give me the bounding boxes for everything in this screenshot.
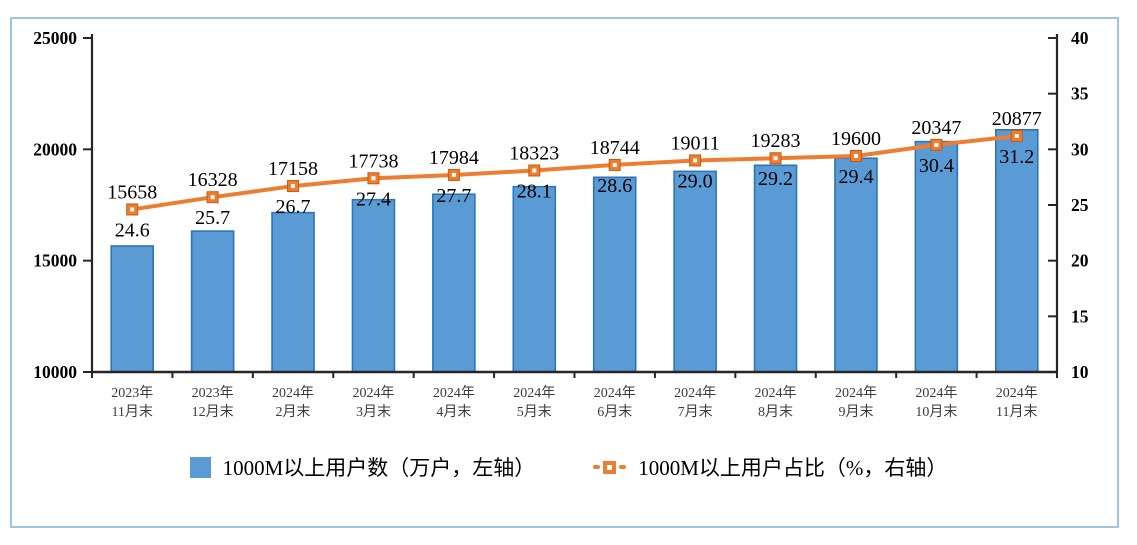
x-category-label-line2: 10月末 bbox=[915, 404, 957, 420]
bar bbox=[271, 211, 315, 373]
legend-item-users: 1000M以上用户数（万户，左轴） bbox=[189, 452, 536, 482]
bar bbox=[753, 164, 798, 373]
line-value-label: 27.7 bbox=[436, 185, 471, 207]
x-category-label-line2: 4月末 bbox=[436, 404, 471, 420]
x-category-label-line1: 2024年 bbox=[915, 385, 957, 401]
x-category-label-line2: 9月末 bbox=[838, 404, 873, 420]
left-axis-tick-label: 25000 bbox=[33, 28, 77, 48]
bar bbox=[351, 198, 396, 373]
line-marker-core bbox=[612, 162, 617, 167]
bar-value-label: 20877 bbox=[992, 108, 1042, 130]
x-category-label-line1: 2024年 bbox=[594, 385, 636, 401]
x-category-label-line2: 7月末 bbox=[678, 404, 713, 420]
line-value-label: 24.6 bbox=[115, 219, 150, 241]
bar-value-label: 17158 bbox=[268, 158, 318, 180]
line-value-label: 29.2 bbox=[758, 168, 793, 190]
line-value-label: 25.7 bbox=[195, 207, 230, 229]
line-value-label: 26.7 bbox=[276, 196, 311, 218]
right-axis-tick-label: 30 bbox=[1071, 139, 1089, 159]
x-category-label-line1: 2023年 bbox=[192, 385, 234, 401]
x-category-label-line2: 11月末 bbox=[996, 404, 1037, 420]
line-marker-core bbox=[693, 158, 698, 163]
bar-value-label: 15658 bbox=[107, 181, 157, 203]
x-category-label-line1: 2024年 bbox=[272, 385, 314, 401]
line-value-label: 28.6 bbox=[597, 175, 632, 197]
line-marker-core bbox=[934, 142, 939, 147]
bar bbox=[432, 193, 476, 373]
x-category-label-line1: 2024年 bbox=[513, 385, 555, 401]
x-category-label-line1: 2024年 bbox=[352, 385, 394, 401]
line-marker-core bbox=[130, 207, 135, 212]
bar-series-swatch-icon bbox=[189, 456, 211, 478]
bar-value-label: 18323 bbox=[509, 142, 559, 164]
right-axis-tick-label: 25 bbox=[1071, 195, 1089, 215]
x-category-label-line1: 2024年 bbox=[433, 385, 475, 401]
x-category-label-line2: 3月末 bbox=[356, 404, 391, 420]
line-value-label: 29.4 bbox=[838, 166, 873, 188]
left-axis-tick-label: 10000 bbox=[33, 362, 77, 382]
x-category-label-line2: 11月末 bbox=[111, 404, 152, 420]
left-axis-tick-label: 20000 bbox=[33, 139, 77, 159]
x-category-label-line1: 2024年 bbox=[755, 385, 797, 401]
x-category-label-line2: 12月末 bbox=[192, 404, 234, 420]
line-marker-core bbox=[853, 154, 858, 159]
x-category-label-line1: 2023年 bbox=[111, 385, 153, 401]
right-axis-tick-label: 40 bbox=[1071, 28, 1089, 48]
line-marker-core bbox=[773, 156, 778, 161]
line-marker-core bbox=[1014, 133, 1019, 138]
line-value-label: 29.0 bbox=[678, 170, 713, 192]
x-category-label-line2: 8月末 bbox=[758, 404, 793, 420]
line-series-marker-icon bbox=[593, 460, 627, 474]
bar-value-label: 18744 bbox=[590, 137, 640, 159]
line-value-label: 27.4 bbox=[356, 188, 391, 210]
chart-legend: 1000M以上用户数（万户，左轴） 1000M以上用户占比（%，右轴） bbox=[0, 452, 1137, 482]
left-axis-tick-label: 15000 bbox=[33, 251, 77, 271]
x-category-label-line1: 2024年 bbox=[835, 385, 877, 401]
x-category-label-line2: 2月末 bbox=[276, 404, 311, 420]
bar bbox=[190, 230, 235, 373]
bar bbox=[592, 176, 637, 373]
bar-value-label: 19283 bbox=[751, 130, 801, 152]
legend-item-share: 1000M以上用户占比（%，右轴） bbox=[593, 452, 947, 482]
bar bbox=[110, 245, 155, 373]
line-marker-core bbox=[210, 195, 215, 200]
line-value-label: 30.4 bbox=[919, 155, 954, 177]
bar-value-label: 17738 bbox=[348, 150, 398, 172]
legend-label-share: 1000M以上用户占比（%，右轴） bbox=[638, 456, 948, 480]
bar-value-label: 19011 bbox=[670, 132, 719, 154]
line-marker-core bbox=[371, 176, 376, 181]
x-category-label-line2: 6月末 bbox=[597, 404, 632, 420]
bar bbox=[512, 185, 557, 373]
line-marker-core bbox=[532, 168, 537, 173]
line-value-label: 31.2 bbox=[999, 146, 1034, 168]
bar-value-label: 16328 bbox=[188, 169, 238, 191]
line-marker-core bbox=[291, 184, 296, 189]
line-marker-core bbox=[451, 172, 456, 177]
x-category-label-line2: 5月末 bbox=[517, 404, 552, 420]
bar-value-label: 19600 bbox=[831, 128, 881, 150]
right-axis-tick-label: 15 bbox=[1071, 306, 1089, 326]
bar bbox=[914, 140, 959, 373]
right-axis-tick-label: 20 bbox=[1071, 251, 1089, 271]
bar-value-label: 17984 bbox=[429, 147, 479, 169]
bar bbox=[673, 170, 717, 373]
bar-value-label: 20347 bbox=[911, 117, 961, 139]
x-category-label-line1: 2024年 bbox=[996, 385, 1038, 401]
line-value-label: 28.1 bbox=[517, 180, 552, 202]
line-series bbox=[131, 133, 1018, 212]
right-axis-tick-label: 35 bbox=[1071, 84, 1089, 104]
x-category-label-line1: 2024年 bbox=[674, 385, 716, 401]
right-axis-tick-label: 10 bbox=[1071, 362, 1089, 382]
bar bbox=[834, 157, 878, 373]
legend-label-users: 1000M以上用户数（万户，左轴） bbox=[222, 456, 536, 480]
